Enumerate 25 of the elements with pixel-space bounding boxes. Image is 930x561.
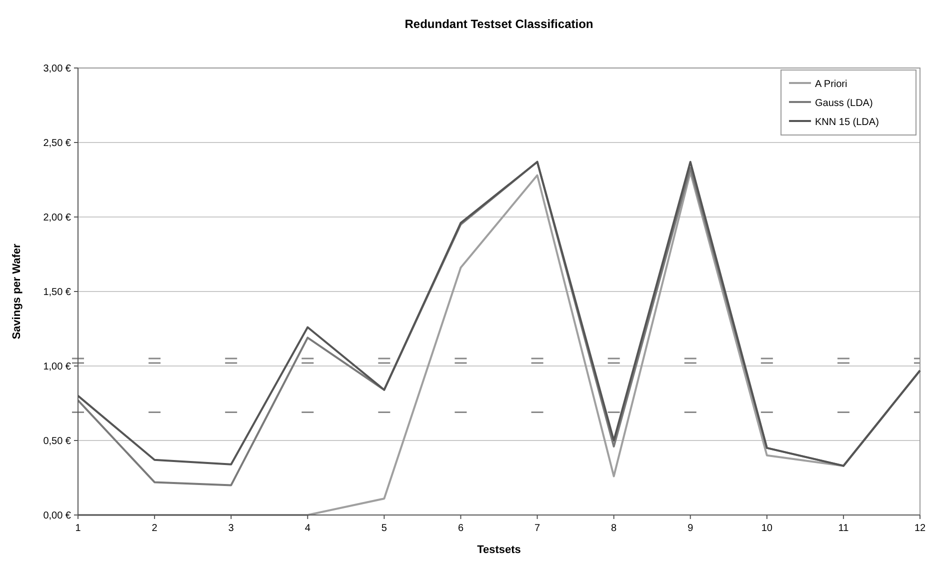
x-tick-label: 1 <box>75 523 82 534</box>
x-tick-label: 6 <box>458 523 464 534</box>
x-tick-label: 12 <box>914 523 926 534</box>
y-tick-label: 3,00 € <box>43 64 72 74</box>
x-tick-label: 4 <box>304 523 311 534</box>
x-tick-label: 2 <box>152 523 158 534</box>
y-tick-label: 2,00 € <box>43 212 72 224</box>
x-tick-label: 8 <box>611 523 618 534</box>
chart-title: Redundant Testset Classification <box>404 17 594 31</box>
x-tick-label: 7 <box>534 523 540 534</box>
x-tick-label: 3 <box>228 523 234 534</box>
legend-label: KNN 15 (LDA) <box>815 117 879 128</box>
x-axis-title: Testsets <box>477 544 521 556</box>
y-axis-title: Savings per Wafer <box>11 243 23 340</box>
x-tick-label: 9 <box>688 523 694 534</box>
legend-label: A Priori <box>815 79 848 90</box>
x-tick-label: 11 <box>838 523 850 534</box>
x-tick-label: 5 <box>381 523 388 534</box>
y-tick-label: 0,00 € <box>43 510 72 522</box>
legend-label: Gauss (LDA) <box>815 98 873 109</box>
y-tick-label: 1,50 € <box>43 287 72 298</box>
x-tick-label: 10 <box>761 523 773 534</box>
y-tick-label: 1,00 € <box>43 362 72 372</box>
y-tick-label: 0,50 € <box>43 436 72 447</box>
y-tick-label: 2,50 € <box>43 138 72 149</box>
